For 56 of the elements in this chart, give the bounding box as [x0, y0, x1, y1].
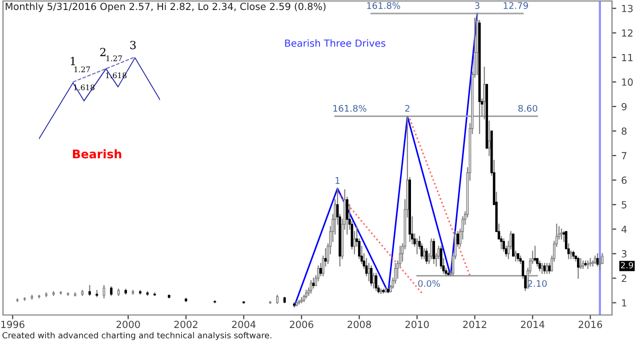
annotation: 2 — [405, 104, 410, 112]
annotation: 161.8% — [333, 104, 366, 112]
y-tick-label: 6 — [622, 176, 627, 184]
y-tick-label: 3 — [622, 250, 626, 258]
candlestick — [374, 272, 378, 292]
candlestick — [88, 285, 91, 296]
text: Created with advanced charting and technical analysis software. — [2, 332, 272, 340]
y-tick-label: 9 — [622, 102, 627, 110]
x-tick-label: 2010 — [405, 320, 429, 328]
annotation: 0.0% — [418, 280, 440, 287]
annotation: Bearish — [72, 149, 122, 158]
candlestick — [370, 265, 372, 286]
candlestick — [534, 246, 536, 262]
chart-title: Monthly 5/31/2016 Open 2.57, Hi 2.82, Lo 2.34, Close 2.59 (0.8%) — [6, 2, 326, 12]
text: 2.9 — [620, 262, 634, 268]
annotation: 2 — [100, 48, 106, 56]
annotation: 1 — [70, 56, 75, 66]
y-tick-label: 1 — [622, 299, 626, 306]
annotation: 3 — [130, 40, 136, 50]
x-tick-label: 2002 — [174, 320, 198, 328]
candlestick — [538, 260, 541, 272]
x-tick-label: 2008 — [348, 320, 371, 328]
candlestick — [488, 120, 490, 156]
x-tick-label: 2006 — [290, 320, 314, 328]
x-tick-label: 2014 — [520, 320, 544, 328]
candlestick — [543, 262, 546, 274]
x-tick-label: 2004 — [232, 320, 256, 328]
annotation: 12.79 — [504, 2, 528, 9]
y-tick-label: 8 — [622, 127, 627, 135]
y-tick-label: 11 — [622, 54, 632, 62]
x-tick-label: 1996 — [1, 320, 24, 328]
y-tick-label: 13 — [622, 4, 633, 12]
y-tick-label: 10 — [622, 78, 633, 86]
x-tick-label: 2000 — [116, 320, 140, 328]
candlestick — [16, 298, 19, 302]
candlestick — [560, 228, 563, 240]
candlestick — [432, 238, 436, 264]
candlestick — [269, 300, 272, 304]
x-tick-label: 2012 — [463, 320, 486, 328]
y-tick-label: 5 — [622, 201, 626, 208]
annotation: 3 — [475, 2, 480, 9]
candlestick — [425, 248, 428, 264]
y-tick-label: 7 — [622, 152, 626, 160]
x-tick-label: 2016 — [578, 320, 602, 328]
candlestick — [483, 66, 486, 120]
annotation: 161.8% — [367, 2, 400, 9]
annotation: Bearish Three Drives — [285, 39, 386, 47]
candlestick — [514, 250, 517, 262]
candlestick — [546, 262, 548, 274]
y-tick-label: 12 — [622, 29, 632, 37]
annotation: 8.60 — [518, 104, 538, 112]
candlestick — [577, 256, 580, 279]
y-tick-label: 4 — [622, 226, 627, 233]
y-tick-label: 2 — [622, 274, 626, 282]
candlestick — [540, 262, 544, 274]
annotation: 1 — [336, 177, 340, 184]
